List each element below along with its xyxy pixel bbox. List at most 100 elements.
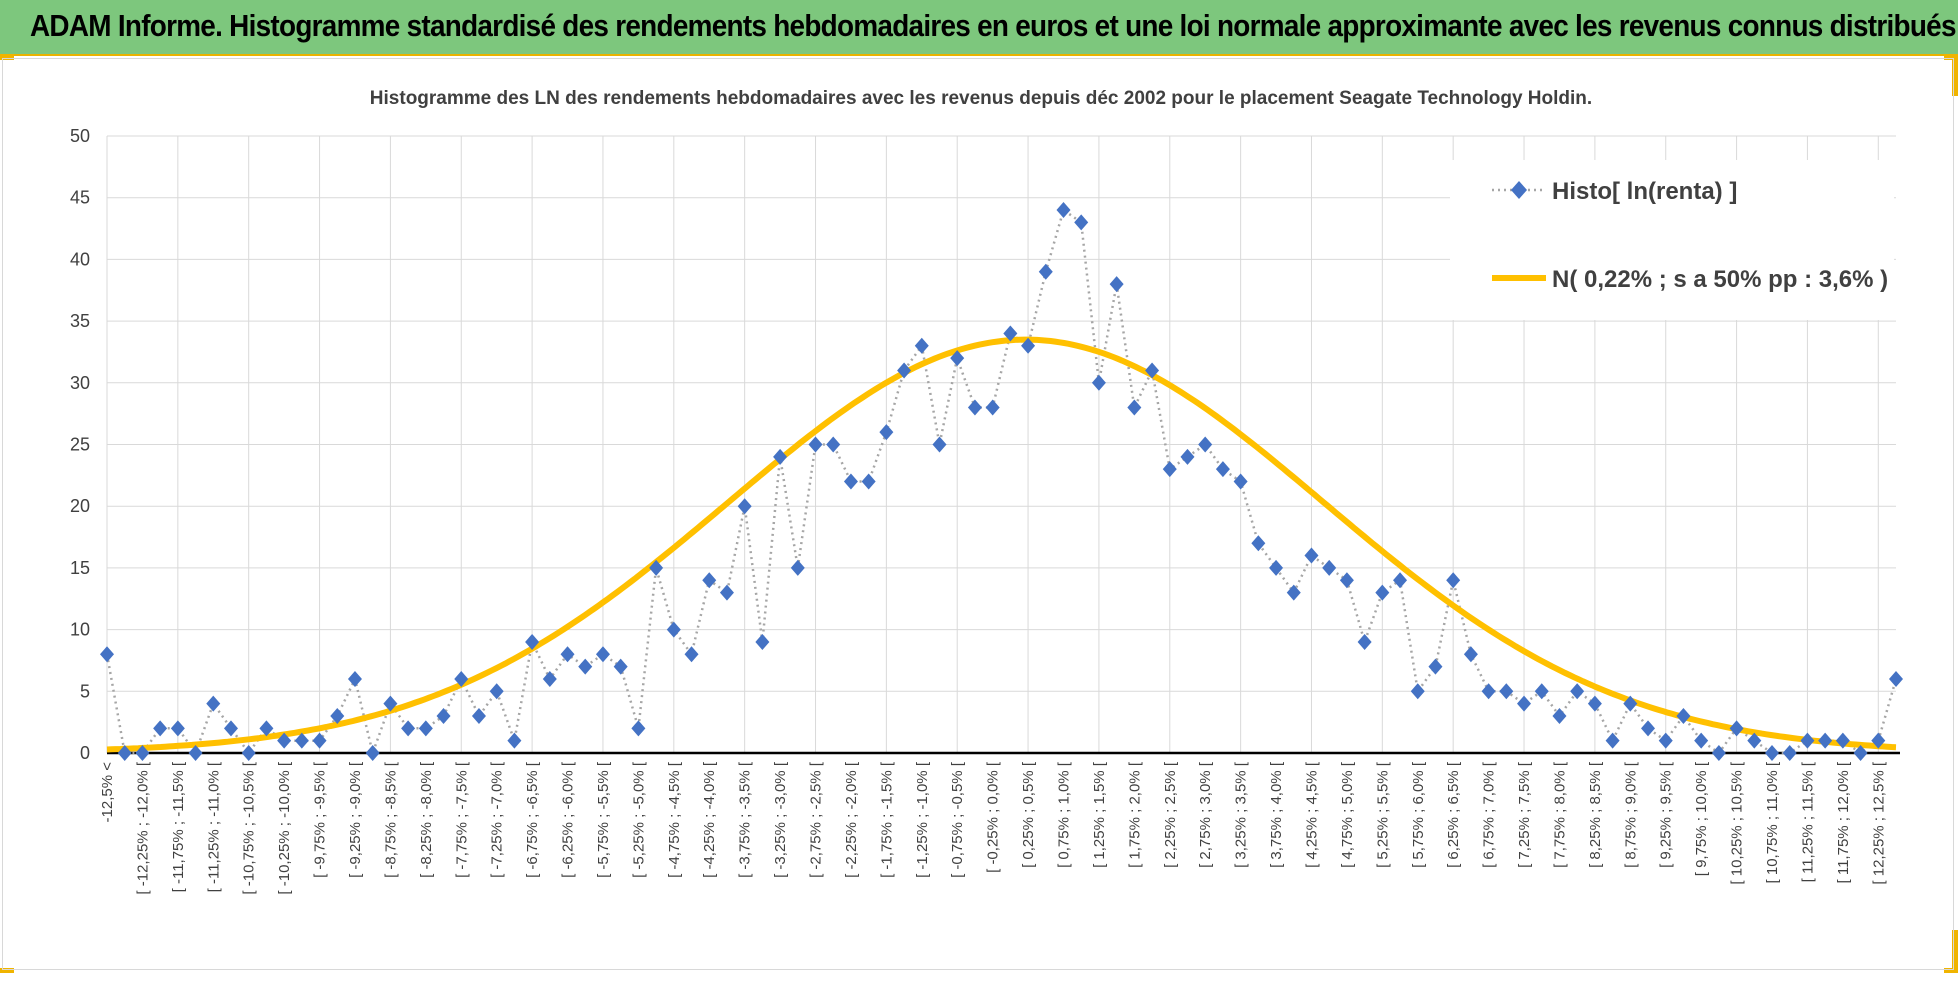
histo-data-point (1233, 473, 1248, 490)
x-tick-label: [ -5,25% ; -5,0% [ (630, 761, 647, 878)
y-tick-label: 30 (70, 373, 90, 393)
chart-frame (2, 58, 1954, 970)
histo-data-point (1818, 732, 1833, 749)
histo-data-point (1251, 535, 1266, 552)
histo-data-point (1286, 584, 1301, 601)
histo-data-point (649, 559, 664, 576)
x-tick-label: [ -11,25% ; -11,0% [ (205, 761, 222, 892)
histo-series-markers (100, 202, 1903, 761)
x-tick-label: [ -3,75% ; -3,5% [ (737, 761, 754, 878)
x-axis-tick-labels: -12,5% < [ -12,25% ; -12,0% [[ -11,75% ; … (99, 761, 1887, 894)
corner-accent-bottom-left (0, 968, 14, 973)
histo-data-point (702, 572, 717, 589)
histo-data-point (365, 745, 380, 761)
x-tick-label: [ -11,75% ; -11,5% [ (170, 761, 187, 892)
x-tick-label: [ 5,75% ; 6,0% [ (1410, 761, 1427, 868)
histo-data-point (1428, 658, 1443, 675)
x-tick-label: [ -1,25% ; -1,0% [ (914, 761, 931, 878)
x-tick-label: [ -9,75% ; -9,5% [ (312, 761, 329, 878)
histo-data-point (1623, 695, 1638, 712)
histo-data-point (773, 448, 788, 465)
x-tick-label: [ 9,25% ; 9,5% [ (1658, 761, 1675, 868)
histo-data-point (1074, 214, 1089, 231)
histo-data-point (223, 720, 238, 737)
histo-data-point (613, 658, 628, 675)
legend: Histo[ ln(renta) ] N( 0,22% ; s a 50% pp… (1450, 160, 1894, 320)
corner-accent-top-left (0, 54, 14, 60)
y-tick-label: 45 (70, 188, 90, 208)
histo-data-point (1605, 732, 1620, 749)
histo-data-point (1446, 572, 1461, 589)
histo-data-point (1747, 732, 1762, 749)
histo-data-point (294, 732, 309, 749)
histo-data-point (666, 621, 681, 638)
histo-data-point (1729, 720, 1744, 737)
x-tick-label: -12,5% < (99, 762, 116, 823)
y-axis-tick-labels: 0 5 10 15 20 25 30 35 40 45 50 (70, 126, 90, 763)
histo-data-point (454, 670, 469, 687)
x-tick-label: [ 1,25% ; 1,5% [ (1091, 761, 1108, 868)
x-tick-label: [ 2,75% ; 3,0% [ (1197, 761, 1214, 868)
histo-data-point (347, 670, 362, 687)
report-title: ADAM Informe. Histogramme standardisé de… (30, 8, 1956, 43)
histo-data-point (967, 399, 982, 416)
report-banner: ADAM Informe. Histogramme standardisé de… (0, 0, 1958, 56)
histo-data-point (1782, 745, 1797, 761)
y-tick-label: 10 (70, 620, 90, 640)
x-tick-label: [ -9,25% ; -9,0% [ (347, 761, 364, 878)
histo-data-point (1410, 683, 1425, 700)
histo-data-point (1711, 745, 1726, 761)
histo-data-point (631, 720, 646, 737)
x-tick-label: [ 11,25% ; 11,5% [ (1799, 761, 1816, 882)
histo-data-point (1304, 547, 1319, 564)
histo-data-point (489, 683, 504, 700)
y-tick-label: 50 (70, 126, 90, 146)
histo-data-point (1499, 683, 1514, 700)
histo-data-point (719, 584, 734, 601)
histo-data-point (1021, 337, 1036, 354)
legend-histo-marker (1511, 181, 1527, 199)
x-tick-label: [ 5,25% ; 5,5% [ (1374, 761, 1391, 868)
histo-data-point (1375, 584, 1390, 601)
histo-data-point (1570, 683, 1585, 700)
histo-data-point (170, 720, 185, 737)
histo-data-point (1339, 572, 1354, 589)
histo-data-point (1127, 399, 1142, 416)
corner-accent-bottom-right (1944, 968, 1958, 973)
histo-data-point (1587, 695, 1602, 712)
x-tick-label: [ -3,25% ; -3,0% [ (772, 761, 789, 878)
histo-data-point (1215, 461, 1230, 478)
x-tick-label: [ 4,25% ; 4,5% [ (1303, 761, 1320, 868)
histo-data-point (188, 745, 203, 761)
legend-histo-label: Histo[ ln(renta) ] (1552, 178, 1737, 205)
x-tick-label: [ -6,75% ; -6,5% [ (524, 761, 541, 878)
y-tick-label: 20 (70, 496, 90, 516)
histo-data-point (1162, 461, 1177, 478)
histo-data-point (1109, 276, 1124, 293)
histo-data-point (117, 745, 132, 761)
histo-data-point (507, 732, 522, 749)
x-tick-label: [ 7,75% ; 8,0% [ (1551, 761, 1568, 868)
histo-data-point (1145, 362, 1160, 379)
histo-data-point (578, 658, 593, 675)
x-tick-label: [ -2,25% ; -2,0% [ (843, 761, 860, 878)
histo-data-point (560, 646, 575, 663)
histo-data-point (1269, 559, 1284, 576)
histo-data-point (1871, 732, 1886, 749)
y-tick-label: 40 (70, 249, 90, 269)
x-tick-label: [ 3,25% ; 3,5% [ (1233, 761, 1250, 868)
histo-data-point (542, 670, 557, 687)
histo-data-point (755, 633, 770, 650)
histo-data-point (241, 745, 256, 761)
histo-data-point (595, 646, 610, 663)
x-tick-label: [ -4,75% ; -4,5% [ (666, 761, 683, 878)
y-tick-label: 5 (80, 681, 90, 701)
histo-data-point (436, 707, 451, 724)
histo-data-point (1676, 707, 1691, 724)
histo-data-point (1800, 732, 1815, 749)
histo-data-point (914, 337, 929, 354)
histo-data-point (418, 720, 433, 737)
histo-data-point (1091, 374, 1106, 391)
histo-data-point (1552, 707, 1567, 724)
